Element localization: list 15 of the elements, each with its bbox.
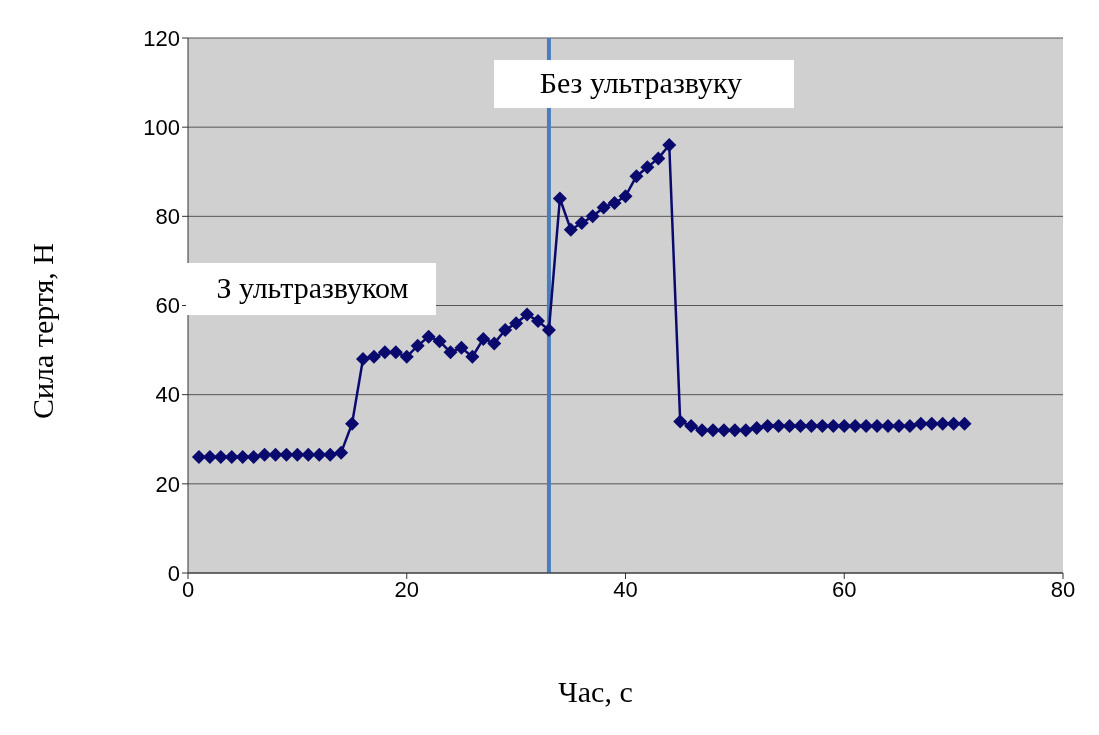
x-axis-title: Час, с bbox=[557, 675, 634, 709]
y-tick-label: 0 bbox=[167, 560, 180, 586]
annotation: Без ультразвуку bbox=[539, 66, 743, 100]
y-tick-label: 120 bbox=[143, 25, 180, 51]
y-tick-label: 100 bbox=[143, 114, 180, 140]
y-tick-label: 20 bbox=[155, 471, 180, 497]
x-tick-label: 40 bbox=[613, 576, 638, 602]
y-tick-label: 40 bbox=[155, 382, 180, 408]
y-tick-label: 80 bbox=[155, 204, 180, 230]
annotation: З ультразвуком bbox=[216, 271, 409, 305]
x-tick-label: 80 bbox=[1050, 576, 1076, 602]
y-tick-label: 60 bbox=[155, 293, 180, 319]
y-axis-title: Сила тертя, Н bbox=[26, 242, 60, 419]
x-tick-label: 20 bbox=[394, 576, 419, 602]
x-tick-label: 60 bbox=[832, 576, 857, 602]
